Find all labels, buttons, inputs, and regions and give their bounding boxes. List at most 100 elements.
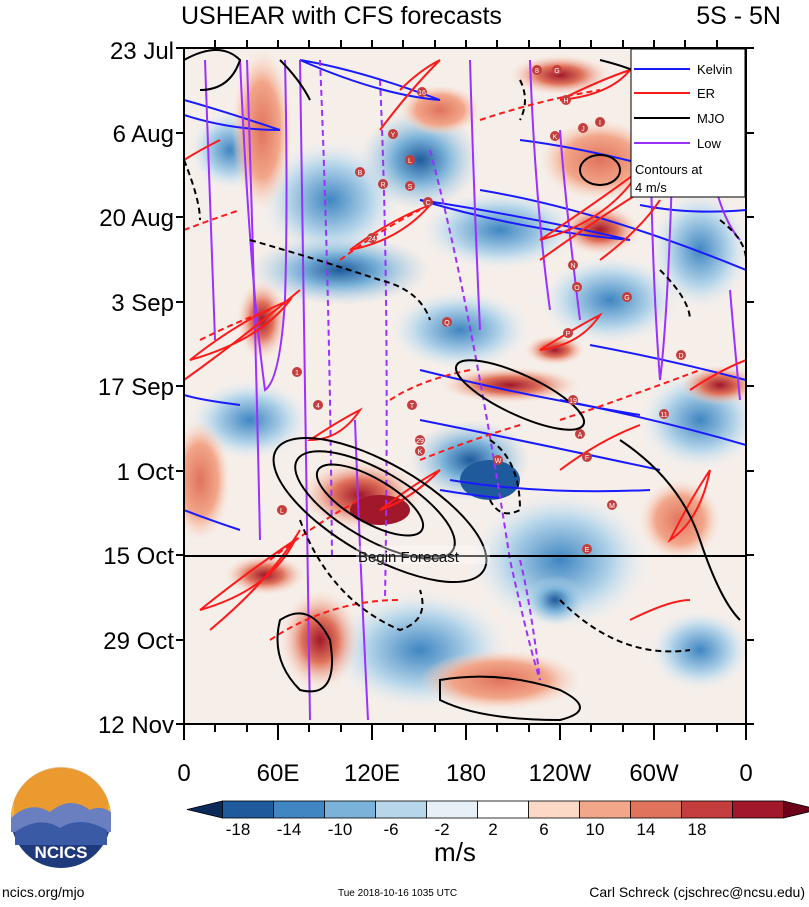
mjo-contours: [184, 49, 746, 722]
svg-text:B: B: [358, 170, 363, 177]
y-tick-label: 3 Sep: [111, 290, 174, 317]
storm-marker: 11: [659, 409, 669, 419]
storm-marker: 19: [568, 395, 578, 405]
svg-text:G: G: [624, 295, 629, 302]
y-axis: 23 Jul 6 Aug 20 Aug 3 Sep 17 Sep 1 Oct 1…: [0, 0, 174, 760]
storm-marker: M: [607, 500, 617, 510]
y-tick-label: 17 Sep: [97, 374, 174, 401]
storm-marker: D: [676, 350, 686, 360]
svg-text:D: D: [678, 353, 683, 360]
svg-text:N: N: [570, 263, 575, 270]
svg-text:4: 4: [316, 403, 320, 410]
svg-text:L: L: [280, 508, 284, 515]
svg-text:29: 29: [416, 438, 424, 445]
logo-text: NCICS: [35, 843, 88, 862]
storm-marker: P: [563, 328, 573, 338]
colorbar-label: -6: [383, 820, 399, 839]
legend-label-kelvin: Kelvin: [697, 62, 732, 77]
colorbar-label: 6: [539, 820, 549, 839]
y-ticks: [176, 47, 754, 725]
footer-timestamp: Tue 2018-10-16 1035 UTC: [338, 888, 458, 899]
y-tick-label: 20 Aug: [99, 205, 174, 232]
storm-marker: W: [493, 455, 503, 465]
storm-marker: B: [355, 167, 365, 177]
storm-marker: 24: [367, 233, 377, 243]
svg-text:S: S: [408, 184, 413, 191]
colorbar-label: 18: [687, 820, 707, 839]
svg-text:8: 8: [535, 68, 539, 75]
svg-text:M: M: [609, 503, 615, 510]
svg-text:K: K: [553, 134, 558, 141]
svg-text:A: A: [578, 432, 583, 439]
storm-marker: 4: [313, 400, 323, 410]
colorbar-swatch: [273, 800, 325, 819]
legend-item-low: Low: [634, 136, 721, 151]
legend-note: Contours at: [635, 162, 703, 177]
storm-marker: A: [575, 429, 585, 439]
colorbar: [186, 800, 809, 819]
svg-text:1: 1: [295, 370, 299, 377]
svg-text:Q: Q: [444, 320, 450, 327]
low-contours: [204, 59, 741, 721]
legend-label-er: ER: [697, 86, 715, 101]
storm-marker: O: [572, 282, 582, 292]
footer-url[interactable]: ncics.org/mjo: [2, 884, 85, 900]
storm-marker: Q: [442, 317, 452, 327]
legend-label-mjo: MJO: [697, 111, 724, 126]
colorbar-label: -14: [276, 820, 302, 839]
storm-marker: L: [405, 155, 415, 165]
colorbar-swatch: [630, 800, 682, 819]
legend-item-kelvin: Kelvin: [634, 62, 732, 77]
colorbar-swatch: [681, 800, 733, 819]
storm-marker: J: [578, 123, 588, 133]
legend-item-er: ER: [634, 86, 715, 101]
x-tick-label: 120W: [528, 760, 592, 787]
svg-text:R: R: [380, 182, 385, 189]
colorbar-swatch: [732, 800, 784, 819]
svg-text:L: L: [408, 158, 412, 165]
storm-marker: T: [407, 400, 417, 410]
y-tick-label: 15 Oct: [103, 543, 174, 570]
svg-text:E: E: [585, 547, 590, 554]
x-tick-label: 60E: [256, 760, 300, 787]
svg-text:24: 24: [368, 236, 376, 243]
storm-marker: I: [595, 117, 605, 127]
svg-text:Y: Y: [391, 132, 396, 139]
colorbar-label: 2: [488, 820, 498, 839]
chart-title: USHEAR with CFS forecasts: [181, 2, 502, 30]
colorbar-label: -18: [225, 820, 251, 839]
colorbar-label: -2: [434, 820, 450, 839]
storm-marker: K: [415, 446, 425, 456]
storm-marker: 16: [417, 87, 427, 97]
svg-text:H: H: [563, 98, 568, 105]
forecast-label: Begin Forecast: [358, 549, 460, 566]
storm-marker: Y: [388, 129, 398, 139]
colorbar-swatch: [375, 800, 427, 819]
storm-marker: S: [405, 181, 415, 191]
storm-marker: L: [277, 505, 287, 515]
storm-marker: N: [568, 260, 578, 270]
legend: Kelvin ER MJO Low Contours at 4 m/s: [630, 48, 746, 198]
colorbar-swatch: [186, 800, 223, 819]
storm-marker: H: [561, 95, 571, 105]
x-tick-label: 0: [177, 760, 191, 787]
svg-text:I: I: [599, 120, 601, 127]
legend-note: 4 m/s: [635, 180, 667, 195]
storm-marker: E: [582, 544, 592, 554]
storm-marker: R: [378, 179, 388, 189]
chart-subtitle: 5S - 5N: [696, 2, 781, 30]
svg-text:19: 19: [569, 398, 577, 405]
svg-text:P: P: [566, 331, 571, 338]
legend-item-mjo: MJO: [634, 111, 724, 126]
y-tick-label: 6 Aug: [112, 121, 174, 148]
x-tick-label: 0: [739, 760, 753, 787]
svg-text:C: C: [425, 200, 430, 207]
storm-marker: C: [423, 197, 433, 207]
svg-text:G: G: [554, 68, 559, 75]
colorbar-label: 14: [636, 820, 656, 839]
colorbar-swatch: [579, 800, 631, 819]
legend-label-low: Low: [697, 136, 721, 151]
colorbar-units: m/s: [434, 837, 476, 867]
storm-marker: 29: [415, 435, 425, 445]
svg-text:T: T: [410, 403, 415, 410]
